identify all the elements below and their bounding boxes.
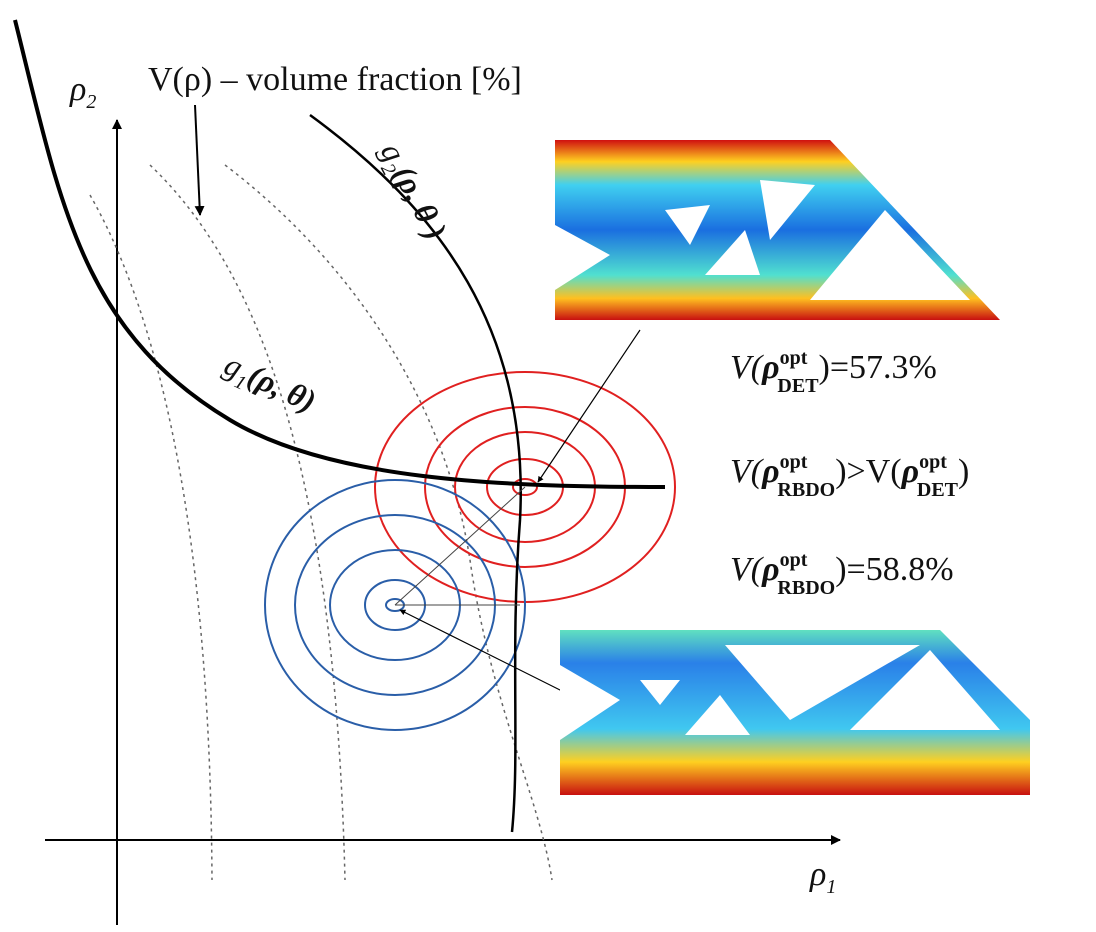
g2-label: g2(ρ, θ ) <box>369 136 455 248</box>
diagram: ρ2 ρ1 <box>0 0 1096 932</box>
arrow <box>538 330 640 482</box>
iso-line <box>150 165 345 880</box>
arrow <box>195 105 200 215</box>
iso-line <box>90 195 212 880</box>
y-axis-label: ρ2 <box>69 71 96 113</box>
objective-label: V(ρ) – volume fraction [%] <box>148 61 522 98</box>
x-axis-label: ρ1 <box>809 856 836 898</box>
leader <box>395 487 525 605</box>
iso-lines <box>90 165 552 880</box>
heatmap-rbdo <box>560 630 1030 795</box>
iso-line <box>225 165 552 880</box>
leaders <box>395 487 525 605</box>
heatmap-det <box>555 140 1020 320</box>
g1-label: g1(ρ, θ) <box>217 346 322 425</box>
